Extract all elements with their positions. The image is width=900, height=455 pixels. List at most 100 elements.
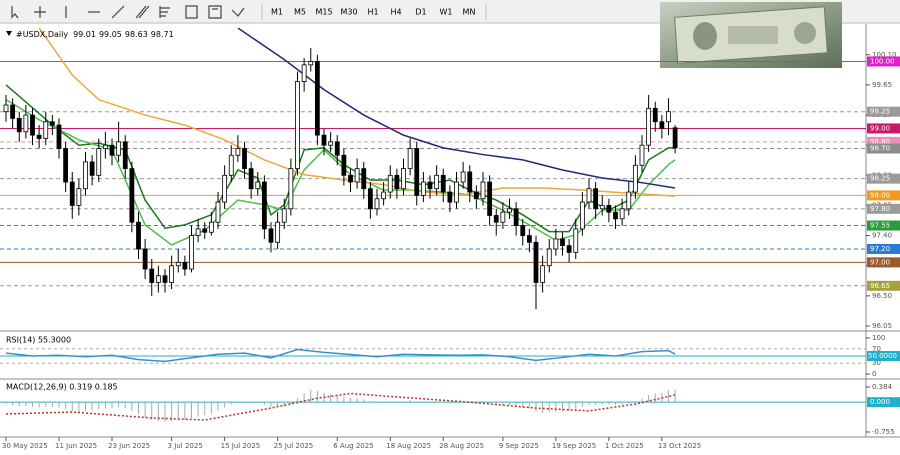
candle-body <box>387 174 393 193</box>
header-high: 99.05 <box>99 30 122 39</box>
candle-body <box>606 205 612 213</box>
y-tick-label: 70 <box>872 345 881 353</box>
candle-body <box>394 174 400 190</box>
candle-body <box>76 188 82 206</box>
level-label-box <box>867 173 900 184</box>
x-tick-label: 28 Aug 2025 <box>439 442 484 450</box>
candle-body <box>599 205 605 210</box>
x-tick-label: 3 Jul 2025 <box>168 442 203 450</box>
candle-body <box>546 248 552 267</box>
level-label: 97.20 <box>870 245 890 253</box>
timeframe-button[interactable]: M30 <box>340 8 357 17</box>
x-tick-label: 18 Aug 2025 <box>386 442 431 450</box>
candle-body <box>367 188 373 210</box>
x-tick-label: 30 May 2025 <box>2 442 48 450</box>
timeframe-button[interactable]: M15 <box>315 8 332 17</box>
level-label-box <box>867 190 900 201</box>
candle-body <box>162 275 168 283</box>
level-label-box <box>867 397 900 408</box>
level-label-box <box>867 257 900 268</box>
y-tick-label: 99.65 <box>872 81 892 89</box>
candle-body <box>526 235 532 243</box>
timeframe-button[interactable]: W1 <box>440 8 453 17</box>
candle-body <box>169 265 175 283</box>
y-tick-label: 0 <box>872 370 876 378</box>
timeframe-button[interactable]: D1 <box>415 8 426 17</box>
x-tick-label: 19 Sep 2025 <box>552 442 596 450</box>
candle-body <box>407 148 413 170</box>
y-tick-label: 100 <box>872 334 885 342</box>
candle-body <box>122 141 128 170</box>
candle-body <box>36 134 42 139</box>
chart-title: #USDX,Daily <box>16 30 68 39</box>
text-tool[interactable] <box>185 5 198 19</box>
level-label: 97.55 <box>870 222 890 230</box>
candle-body <box>69 181 75 206</box>
header-open: 99.01 <box>73 30 96 39</box>
candle-body <box>195 228 201 236</box>
macd-panel: 0.384 0.000 -0.755 <box>0 383 900 436</box>
candle-body <box>652 107 658 123</box>
level-label: 96.65 <box>870 282 890 290</box>
candle-body <box>189 235 194 270</box>
x-tick-label: 11 Jun 2025 <box>55 442 97 450</box>
candle-body <box>374 198 380 210</box>
candle-body <box>136 221 141 250</box>
candle-body <box>155 275 161 283</box>
timeframe-button[interactable]: M5 <box>294 8 306 17</box>
level-label: 98.80 <box>870 138 890 146</box>
cursor-tool[interactable] <box>11 6 19 19</box>
candle-body <box>301 64 307 82</box>
channel-tool[interactable] <box>135 5 150 19</box>
candle-body <box>540 265 546 283</box>
candle-body <box>632 164 638 193</box>
candle-body <box>102 144 108 149</box>
timeframe-button[interactable]: H4 <box>390 8 401 17</box>
level-label: 97.80 <box>870 205 890 213</box>
candle-body <box>473 191 479 200</box>
candle-body <box>440 174 446 193</box>
banner-image <box>660 2 842 68</box>
candle-body <box>275 221 281 243</box>
candle-body <box>202 228 208 233</box>
arrow-tool[interactable] <box>231 7 245 17</box>
candle-body <box>175 261 181 267</box>
level-label: 97.00 <box>870 258 890 266</box>
fibo-tool[interactable] <box>159 6 170 18</box>
candle-body <box>255 181 261 190</box>
collapse-icon[interactable] <box>6 31 12 36</box>
label-tool[interactable] <box>208 5 222 19</box>
crosshair-tool[interactable] <box>34 6 46 18</box>
level-label-box <box>867 106 900 117</box>
level-label: 50.0000 <box>868 352 897 360</box>
timeframe-button[interactable]: H1 <box>367 8 378 17</box>
x-tick-label: 1 Oct 2025 <box>605 442 644 450</box>
candle-body <box>420 181 426 196</box>
main-panel <box>0 28 866 310</box>
candle-body <box>639 144 645 166</box>
candle-body <box>261 181 267 230</box>
level-label: 98.25 <box>870 175 890 183</box>
candle-body <box>354 168 360 183</box>
candle-body <box>3 104 9 113</box>
level-label: 98.70 <box>870 145 890 153</box>
header-low: 98.63 <box>125 30 148 39</box>
timeframe-button[interactable]: M1 <box>271 8 283 17</box>
candle-body <box>361 168 367 190</box>
moving-average <box>5 84 676 233</box>
timeframe-button[interactable]: MN <box>463 8 476 17</box>
level-label: 99.00 <box>870 124 890 132</box>
candle-body <box>553 238 559 250</box>
candle-body <box>43 121 49 139</box>
level-label-box <box>867 123 900 134</box>
trendline-tool[interactable] <box>111 5 125 19</box>
candle-body <box>613 211 618 220</box>
candle-body <box>248 168 254 190</box>
candle-body <box>288 168 294 210</box>
candle-body <box>129 168 135 223</box>
candle-body <box>16 117 22 133</box>
level-label-box <box>867 351 900 361</box>
level-label-box <box>867 143 900 154</box>
candle-body <box>579 201 585 230</box>
